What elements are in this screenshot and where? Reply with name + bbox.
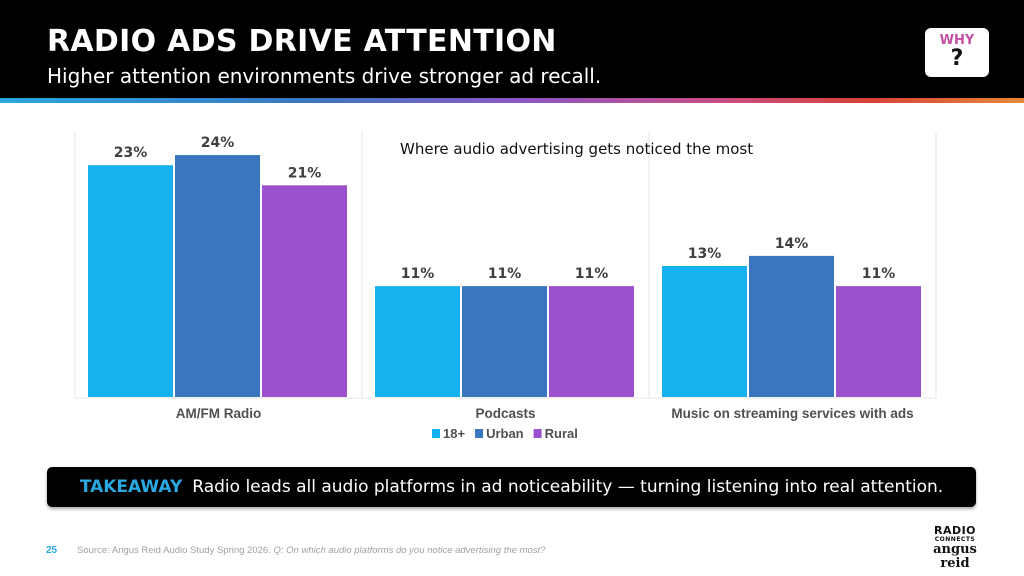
- bar-rural-1: [549, 286, 634, 397]
- bar-18-2: [662, 265, 747, 397]
- radio-connects-logo-subtext: CONNECTS: [934, 536, 976, 543]
- category-label: AM/FM Radio: [176, 406, 262, 421]
- legend-label: Urban: [486, 426, 524, 441]
- chart-category-labels: AM/FM Radio Podcasts Music on streaming se…: [176, 406, 914, 421]
- chart-data-labels: 23% 24% 21% 11% 11% 11% 13% 14% 11%: [114, 135, 896, 282]
- page-title: RADIO ADS DRIVE ATTENTION: [47, 24, 557, 59]
- question-mark-icon: ?: [950, 46, 964, 71]
- gradient-divider: [0, 98, 1024, 103]
- bar-urban-2: [749, 255, 834, 397]
- source-question: Q: On which audio platforms do you notic…: [273, 545, 546, 556]
- data-label: 21%: [288, 165, 322, 181]
- bar-rural-2: [836, 286, 921, 397]
- data-label: 11%: [488, 266, 522, 282]
- data-label: 11%: [401, 266, 435, 282]
- why-button[interactable]: WHY ?: [925, 28, 989, 77]
- bar-rural-0: [262, 185, 347, 397]
- why-label: WHY: [939, 33, 975, 48]
- sponsor-logos: RADIO CONNECTS angus reid: [925, 524, 985, 571]
- page-number: 25: [46, 545, 58, 556]
- legend-label: 18+: [443, 426, 465, 441]
- data-label: 23%: [114, 145, 148, 161]
- data-label: 14%: [775, 236, 809, 252]
- source-note: Source: Angus Reid Audio Study Spring 20…: [77, 545, 545, 556]
- bar-18-0: [88, 165, 173, 397]
- legend-swatch: [533, 429, 542, 438]
- legend-swatch: [475, 429, 484, 438]
- legend-label: Rural: [545, 426, 578, 441]
- takeaway-text: Radio leads all audio platforms in ad no…: [192, 477, 944, 497]
- radio-connects-logo: RADIO: [933, 524, 977, 537]
- data-label: 24%: [201, 135, 235, 151]
- category-label: Podcasts: [475, 406, 535, 421]
- chart-area: 23% 24% 21% 11% 11% 11% 13% 14% 11% AM/FM Radio P…: [0, 110, 1024, 460]
- chart-bars: [88, 155, 921, 397]
- takeaway-banner: TAKEAWAY Radio leads all audio platforms…: [47, 467, 976, 507]
- angus-reid-logo: angus reid: [933, 542, 977, 571]
- data-label: 11%: [862, 266, 896, 282]
- chart-panel-frames: [74, 132, 937, 399]
- bar-18-1: [375, 286, 460, 397]
- source-text: Source: Angus Reid Audio Study Spring 20…: [77, 545, 274, 556]
- bar-chart: 23% 24% 21% 11% 11% 11% 13% 14% 11% AM/FM Radio P…: [74, 132, 937, 441]
- chart-title: Where audio advertising gets noticed the…: [400, 140, 753, 158]
- bar-urban-0: [175, 155, 260, 397]
- data-label: 13%: [688, 246, 722, 262]
- takeaway-label: TAKEAWAY: [79, 477, 183, 497]
- category-label: Music on streaming services with ads: [671, 406, 913, 421]
- header-banner: RADIO ADS DRIVE ATTENTION Higher attenti…: [0, 0, 1024, 100]
- chart-legend: 18+ Urban Rural: [432, 426, 578, 441]
- page-subtitle: Higher attention environments drive stro…: [47, 64, 602, 88]
- legend-swatch: [432, 429, 440, 438]
- data-label: 11%: [575, 266, 609, 282]
- bar-urban-1: [462, 286, 547, 397]
